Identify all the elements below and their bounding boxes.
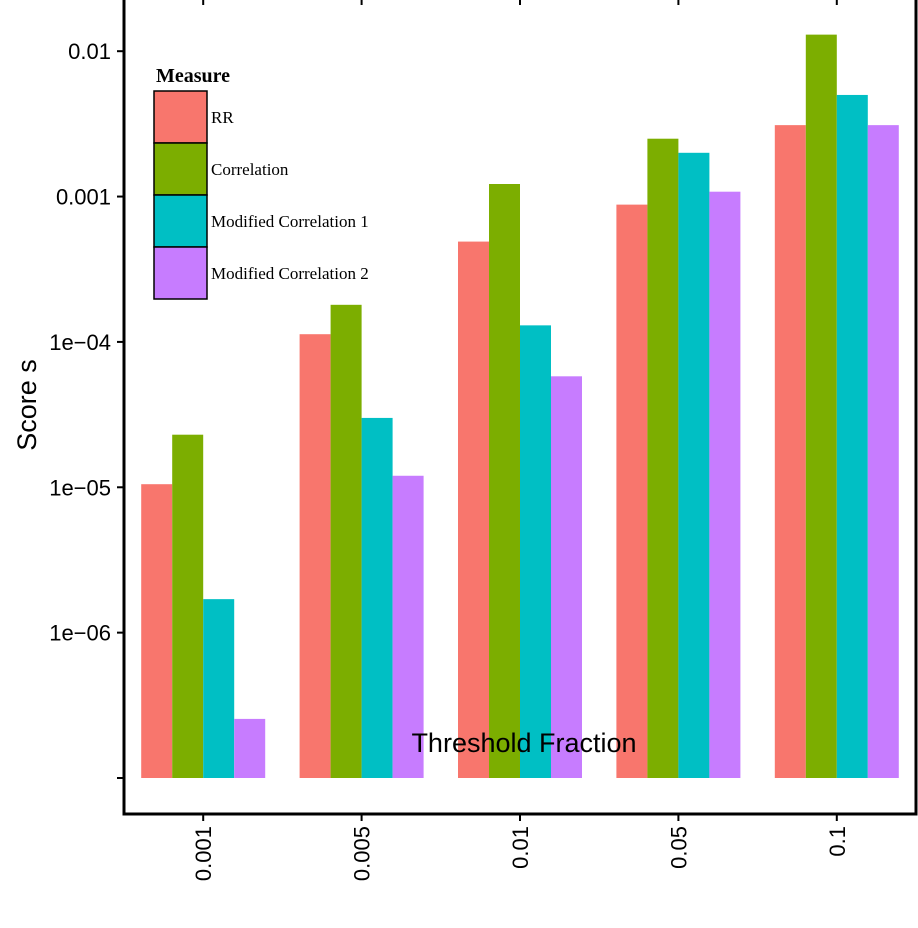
y-tick-label: 0.001 xyxy=(56,185,111,210)
x-tick-label: 0.01 xyxy=(508,826,533,869)
y-axis-title: Score s xyxy=(12,359,42,451)
x-axis-title: Threshold Fraction xyxy=(411,728,636,758)
bar-rr-0.001 xyxy=(141,484,173,778)
y-axis-ticks: 0.01 0.001 1e−04 1e−05 1e−06 xyxy=(49,39,124,779)
bar-correlation-0.001 xyxy=(172,434,204,778)
legend-label: Correlation xyxy=(211,160,289,179)
bars-layer xyxy=(141,34,899,779)
legend-items: RR Correlation Modified Correlation 1 Modif… xyxy=(153,90,369,300)
plot-panel-border xyxy=(122,0,918,816)
x-tick-label: 0.05 xyxy=(666,826,691,869)
y-tick-label: 1e−05 xyxy=(49,475,111,500)
legend-key-correlation xyxy=(153,142,208,196)
bar-modified-correlation-2-0.1 xyxy=(867,125,899,778)
bar-modified-correlation-2-0.001 xyxy=(234,718,266,778)
legend-key-modified-correlation-1 xyxy=(153,194,208,248)
bar-modified-correlation-1-0.01 xyxy=(520,325,551,778)
legend: Measure RR Correlation Modified Correlatio… xyxy=(153,65,369,300)
legend-label: Modified Correlation 1 xyxy=(211,212,369,231)
legend-label: RR xyxy=(211,108,234,127)
bar-correlation-0.1 xyxy=(805,34,837,779)
bar-correlation-0.05 xyxy=(647,138,679,778)
legend-key-modified-correlation-2 xyxy=(153,246,208,300)
legend-label: Modified Correlation 2 xyxy=(211,264,369,283)
bar-modified-correlation-2-0.005 xyxy=(392,475,424,778)
bar-correlation-0.005 xyxy=(330,304,362,778)
y-tick-label: 1e−06 xyxy=(49,621,111,646)
y-tick-label: 0.01 xyxy=(68,39,111,64)
bar-modified-correlation-2-0.01 xyxy=(551,376,582,778)
legend-key-rr xyxy=(153,90,208,144)
x-axis-ticks: 0.001 0.005 0.01 0.05 0.1 xyxy=(191,0,850,881)
x-tick-label: 0.1 xyxy=(825,826,850,857)
bar-modified-correlation-1-0.005 xyxy=(361,417,393,778)
bar-modified-correlation-1-0.1 xyxy=(836,94,868,779)
bar-rr-0.05 xyxy=(616,204,648,779)
x-tick-label: 0.005 xyxy=(350,826,375,881)
x-tick-label: 0.001 xyxy=(191,826,216,881)
bar-modified-correlation-2-0.05 xyxy=(709,191,741,779)
bar-rr-0.005 xyxy=(299,334,331,778)
y-tick-label: 1e−04 xyxy=(49,330,111,355)
bar-rr-0.1 xyxy=(774,125,806,778)
bar-modified-correlation-1-0.05 xyxy=(678,152,710,778)
bar-rr-0.01 xyxy=(458,241,489,778)
bar-correlation-0.01 xyxy=(489,184,520,778)
bar-modified-correlation-1-0.001 xyxy=(203,599,235,778)
legend-title: Measure xyxy=(156,65,230,87)
